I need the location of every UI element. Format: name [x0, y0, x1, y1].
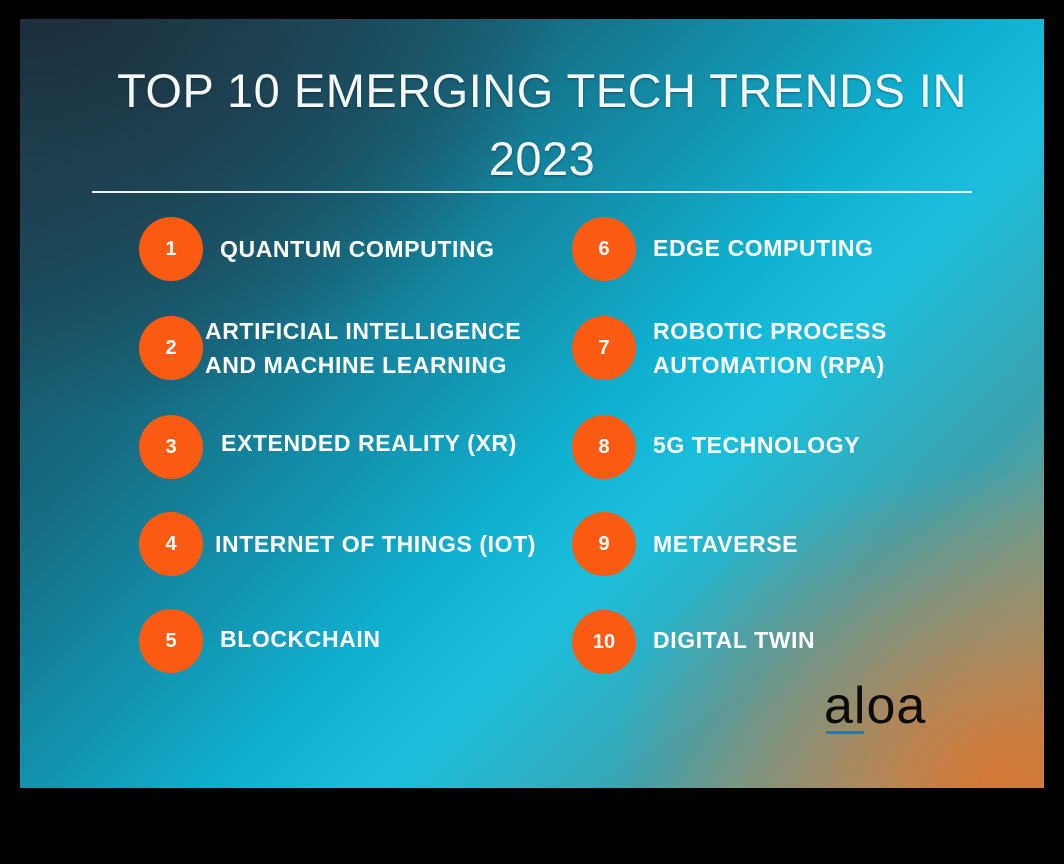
- number-badge: 4: [139, 512, 203, 576]
- trend-label-line-2: AND MACHINE LEARNING: [205, 352, 508, 378]
- trend-label-line-1: ARTIFICIAL INTELLIGENCE: [205, 318, 522, 344]
- aloa-logo: aloa: [824, 679, 926, 735]
- trend-label-line-2: AUTOMATION (RPA): [653, 352, 885, 378]
- trend-label-line-1: ROBOTIC PROCESS: [653, 318, 887, 344]
- number-badge: 3: [139, 415, 203, 479]
- number-badge: 6: [572, 217, 636, 281]
- trend-label: ARTIFICIAL INTELLIGENCE AND MACHINE LEAR…: [205, 316, 521, 380]
- trend-label: EDGE COMPUTING: [653, 235, 874, 261]
- number-badge: 10: [572, 610, 636, 674]
- svg-text:aloa: aloa: [824, 679, 926, 735]
- trend-label: EXTENDED REALITY (XR): [221, 430, 517, 456]
- number-badge: 1: [139, 217, 203, 281]
- trend-label: ROBOTIC PROCESS AUTOMATION (RPA): [653, 316, 887, 380]
- infographic-title: TOP 10 EMERGING TECH TRENDS IN 2023: [60, 57, 1024, 193]
- title-divider: [92, 191, 972, 193]
- trend-label: BLOCKCHAIN: [220, 626, 381, 652]
- infographic-canvas: TOP 10 EMERGING TECH TRENDS IN 2023 1 QU…: [20, 19, 1044, 788]
- title-line-2: 2023: [488, 132, 596, 185]
- trend-label: METAVERSE: [653, 531, 799, 557]
- number-badge: 2: [139, 316, 203, 380]
- trend-label: QUANTUM COMPUTING: [220, 236, 495, 262]
- number-badge: 9: [572, 512, 636, 576]
- title-line-1: TOP 10 EMERGING TECH TRENDS IN: [117, 64, 967, 117]
- trend-label: 5G TECHNOLOGY: [653, 432, 861, 458]
- number-badge: 8: [572, 415, 636, 479]
- trend-label: INTERNET OF THINGS (IOT): [215, 531, 537, 557]
- number-badge: 7: [572, 316, 636, 380]
- trend-label: DIGITAL TWIN: [653, 627, 816, 653]
- number-badge: 5: [139, 609, 203, 673]
